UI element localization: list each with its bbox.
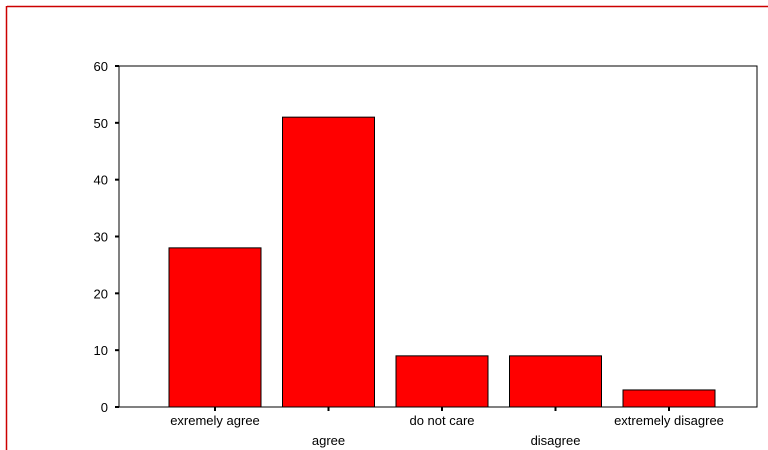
x-category-label: disagree: [531, 433, 581, 448]
y-tick-label: 30: [94, 230, 108, 245]
y-tick-label: 0: [101, 400, 108, 415]
x-category-label: do not care: [409, 413, 474, 428]
y-axis: 0 10 20 30 40 50 60: [94, 59, 119, 415]
y-tick-label: 40: [94, 173, 108, 188]
y-tick-label: 20: [94, 286, 108, 301]
bars: [168, 116, 716, 408]
y-tick-label: 60: [94, 59, 108, 74]
bar: [168, 247, 262, 408]
x-category-label: agree: [312, 433, 345, 448]
bar: [282, 116, 375, 408]
x-category-label: exremely agree: [170, 413, 260, 428]
x-category-label: extremely disagree: [614, 413, 724, 428]
x-axis: exremely agree agree do not care disagree ex…: [170, 407, 724, 448]
bar: [622, 389, 716, 408]
bar: [509, 355, 602, 408]
y-tick-label: 50: [94, 116, 108, 131]
y-tick-label: 10: [94, 343, 108, 358]
bar: [395, 355, 489, 408]
